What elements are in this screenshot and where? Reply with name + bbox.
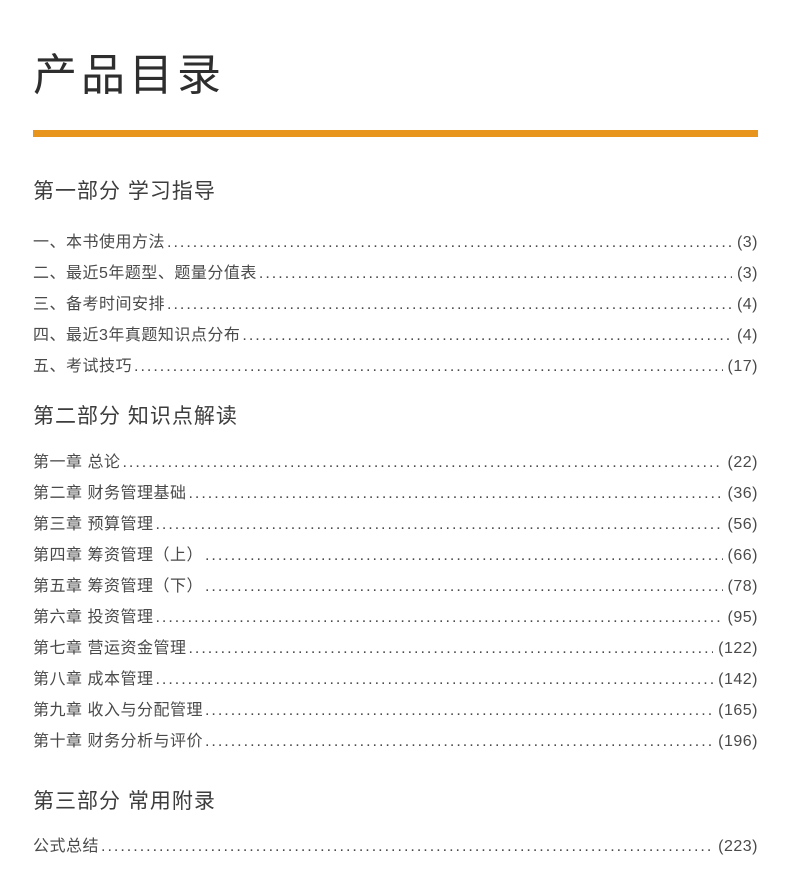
toc-item-title: 一、本书使用方法 [33, 234, 166, 251]
toc-row: 二、最近5年题型、题量分值表 (3) [33, 258, 758, 289]
toc-section: 第三部分 常用附录 公式总结 (223) [33, 787, 758, 862]
toc-section: 第一部分 学习指导 一、本书使用方法 (3) 二、最近5年题型、题量分值表 (3… [33, 177, 758, 382]
dot-leader [155, 664, 713, 695]
section-heading: 第一部分 学习指导 [33, 180, 216, 203]
toc-item-page: (196) [718, 733, 758, 750]
toc-item-page: (3) [736, 234, 758, 251]
toc-row: 第六章 投资管理 (95) [33, 602, 758, 633]
toc-item-page: (223) [718, 838, 758, 855]
dot-leader [188, 478, 722, 509]
dot-leader [101, 831, 713, 862]
toc-item-page: (17) [727, 358, 758, 375]
toc-item-title: 四、最近3年真题知识点分布 [33, 327, 241, 344]
dot-leader [134, 351, 723, 382]
dot-leader [155, 509, 722, 540]
dot-leader [155, 602, 722, 633]
toc-row: 第三章 预算管理 (56) [33, 509, 758, 540]
toc-item-page: (22) [727, 454, 758, 471]
dot-leader [122, 447, 722, 478]
page-title: 产品目录 [33, 51, 225, 100]
toc-item-page: (3) [736, 265, 758, 282]
toc-row: 一、本书使用方法 (3) [33, 227, 758, 258]
toc-item-title: 五、考试技巧 [33, 358, 133, 375]
toc-item-title: 第八章 成本管理 [33, 671, 154, 688]
toc-item-page: (36) [727, 485, 758, 502]
toc-item-page: (165) [718, 702, 758, 719]
toc-item-title: 第一章 总论 [33, 454, 121, 471]
toc-item-page: (122) [718, 640, 758, 657]
section-heading: 第三部分 常用附录 [33, 790, 216, 813]
toc-row: 三、备考时间安排 (4) [33, 289, 758, 320]
toc-item-page: (56) [727, 516, 758, 533]
toc-item-page: (78) [727, 578, 758, 595]
dot-leader [205, 571, 723, 602]
toc-row: 第九章 收入与分配管理 (165) [33, 695, 758, 726]
title-accent-rule [33, 130, 758, 137]
toc-item-title: 公式总结 [33, 838, 100, 855]
dot-leader [205, 726, 713, 757]
toc-item-page: (66) [727, 547, 758, 564]
section-list: 一、本书使用方法 (3) 二、最近5年题型、题量分值表 (3) 三、备考时间安排… [33, 227, 758, 382]
toc-item-title: 第五章 筹资管理（下） [33, 578, 203, 595]
section-list: 公式总结 (223) [33, 831, 758, 862]
toc-row: 第八章 成本管理 (142) [33, 664, 758, 695]
toc-row: 第十章 财务分析与评价 (196) [33, 726, 758, 757]
dot-leader [205, 695, 713, 726]
toc-section: 第二部分 知识点解读 第一章 总论 (22) 第二章 财务管理基础 (36) 第… [33, 402, 758, 757]
dot-leader [242, 320, 732, 351]
toc-item-title: 第三章 预算管理 [33, 516, 154, 533]
toc-row: 第四章 筹资管理（上） (66) [33, 540, 758, 571]
toc-item-title: 第二章 财务管理基础 [33, 485, 187, 502]
toc-item-title: 三、备考时间安排 [33, 296, 166, 313]
toc-item-title: 第六章 投资管理 [33, 609, 154, 626]
dot-leader [167, 227, 732, 258]
toc-item-page: (95) [727, 609, 758, 626]
toc-sections: 第一部分 学习指导 一、本书使用方法 (3) 二、最近5年题型、题量分值表 (3… [33, 177, 758, 862]
toc-item-title: 第四章 筹资管理（上） [33, 547, 203, 564]
section-list: 第一章 总论 (22) 第二章 财务管理基础 (36) 第三章 预算管理 (56… [33, 447, 758, 757]
dot-leader [205, 540, 723, 571]
toc-row: 五、考试技巧 (17) [33, 351, 758, 382]
toc-item-page: (142) [718, 671, 758, 688]
dot-leader [259, 258, 732, 289]
toc-row: 四、最近3年真题知识点分布 (4) [33, 320, 758, 351]
dot-leader [167, 289, 732, 320]
dot-leader [188, 633, 713, 664]
toc-row: 第一章 总论 (22) [33, 447, 758, 478]
toc-item-page: (4) [736, 296, 758, 313]
toc-item-page: (4) [736, 327, 758, 344]
toc-row: 第二章 财务管理基础 (36) [33, 478, 758, 509]
toc-item-title: 第九章 收入与分配管理 [33, 702, 203, 719]
toc-row: 公式总结 (223) [33, 831, 758, 862]
toc-row: 第七章 营运资金管理 (122) [33, 633, 758, 664]
toc-item-title: 二、最近5年题型、题量分值表 [33, 265, 257, 282]
toc-item-title: 第七章 营运资金管理 [33, 640, 187, 657]
toc-item-title: 第十章 财务分析与评价 [33, 733, 203, 750]
section-heading: 第二部分 知识点解读 [33, 405, 238, 428]
toc-row: 第五章 筹资管理（下） (78) [33, 571, 758, 602]
